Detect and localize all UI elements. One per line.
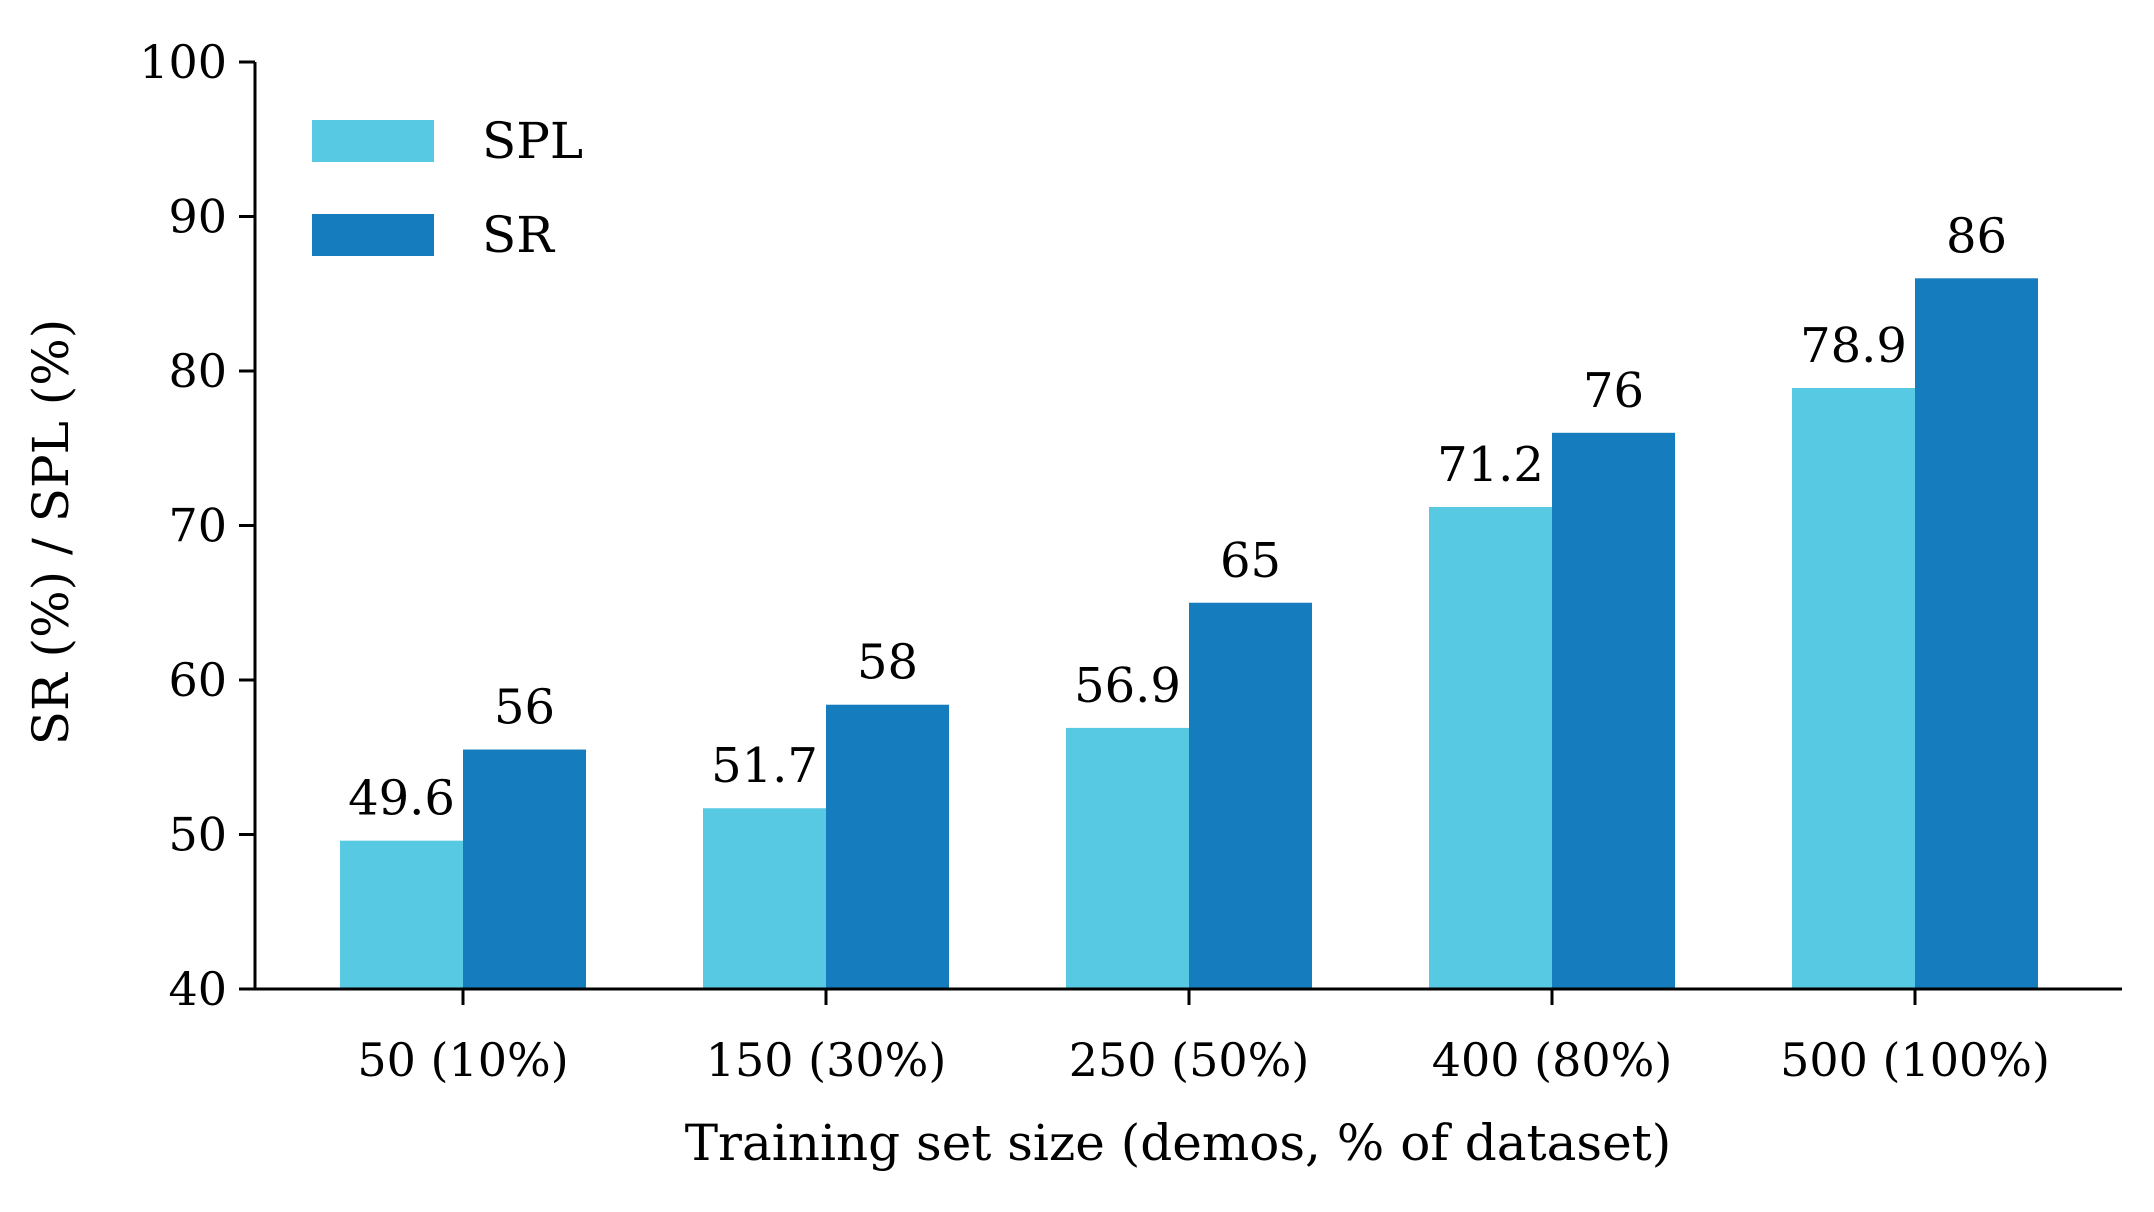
bars-layer <box>340 278 2038 989</box>
bar-sr <box>1552 432 1675 989</box>
bar-spl <box>1792 387 1915 989</box>
data-label-sr: 86 <box>1946 208 2007 264</box>
x-ticks: 50 (10%) 150 (30%) 250 (50%) 400 (80%) 500 (… <box>357 989 2050 1087</box>
bar-sr <box>1915 278 2038 989</box>
bar-spl <box>703 808 826 989</box>
data-label-sr: 65 <box>1220 533 1281 589</box>
data-label-sr: 56 <box>494 680 555 736</box>
x-tick-label: 250 (50%) <box>1069 1033 1310 1087</box>
x-tick-label: 150 (30%) <box>706 1033 947 1087</box>
legend-label-spl: SPL <box>482 112 583 170</box>
data-label-spl: 56.9 <box>1074 658 1181 714</box>
x-axis-title: Training set size (demos, % of dataset) <box>685 1114 1672 1172</box>
bar-spl <box>1066 727 1189 989</box>
y-tick-label: 100 <box>139 35 227 89</box>
y-tick-label: 60 <box>168 653 227 707</box>
y-tick-label: 80 <box>168 344 227 398</box>
y-tick-label: 90 <box>168 190 227 244</box>
bar-sr <box>826 704 949 989</box>
y-tick-label: 70 <box>168 499 227 553</box>
legend-label-sr: SR <box>482 206 555 264</box>
data-label-spl: 49.6 <box>348 771 455 827</box>
y-ticks: 40 50 60 70 80 90 100 <box>139 35 255 1016</box>
bar-spl <box>340 840 463 989</box>
data-labels: 49.6 56 51.7 58 56.9 65 71.2 76 78.9 86 <box>348 208 2007 826</box>
x-tick-label: 50 (10%) <box>357 1033 568 1087</box>
x-tick-label: 400 (80%) <box>1432 1033 1673 1087</box>
y-tick-label: 50 <box>168 808 227 862</box>
y-axis-title: SR (%) / SPL (%) <box>22 319 80 745</box>
y-tick-label: 40 <box>168 962 227 1016</box>
data-label-spl: 71.2 <box>1437 437 1544 493</box>
bar-spl <box>1429 506 1552 989</box>
bar-sr <box>463 749 586 989</box>
legend-swatch-spl <box>312 120 434 162</box>
data-label-spl: 78.9 <box>1800 318 1907 374</box>
data-label-spl: 51.7 <box>711 738 818 794</box>
data-label-sr: 58 <box>857 635 918 691</box>
data-label-sr: 76 <box>1583 363 1644 419</box>
x-tick-label: 500 (100%) <box>1780 1033 2050 1087</box>
bar-sr <box>1189 602 1312 989</box>
legend-swatch-sr <box>312 214 434 256</box>
legend: SPL SR <box>312 112 583 264</box>
